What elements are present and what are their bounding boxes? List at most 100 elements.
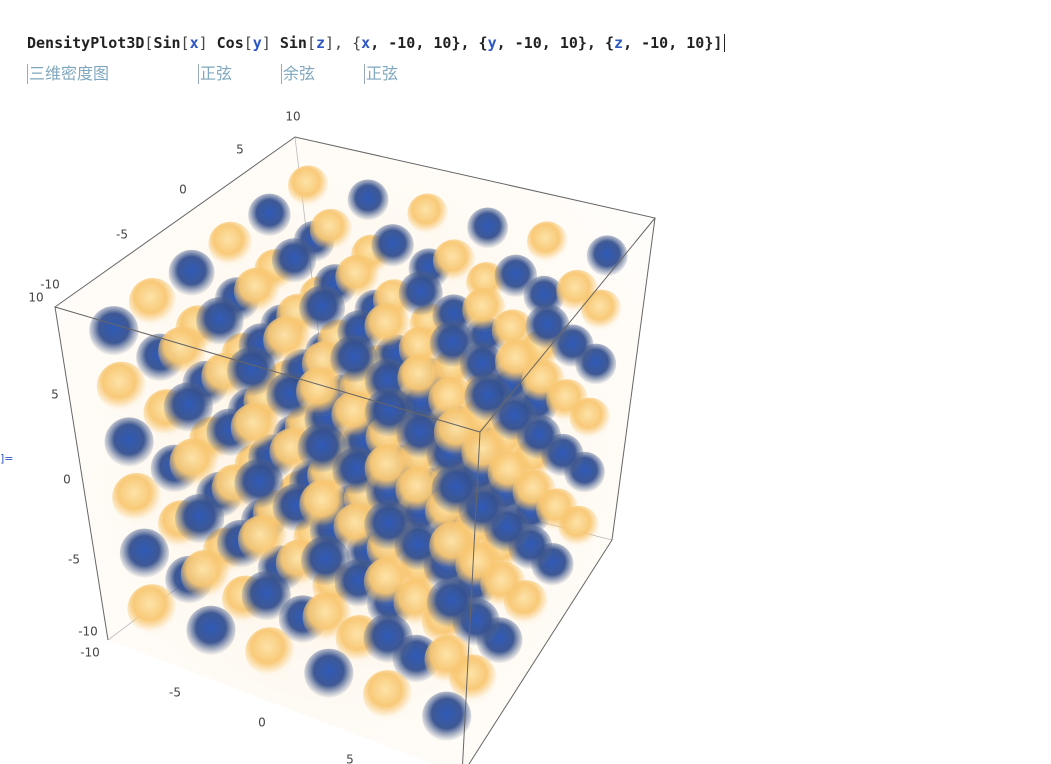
density-blob (263, 316, 311, 364)
density-blob (364, 444, 414, 494)
density-blob (96, 361, 147, 411)
density-blob (363, 613, 413, 663)
density-blob (238, 515, 288, 565)
density-blob (363, 670, 413, 720)
code-token: x (361, 34, 371, 52)
tick-label: -5 (169, 686, 181, 700)
density-blob (494, 254, 538, 298)
density-blob (297, 423, 347, 473)
density-blob (429, 321, 476, 367)
density-blob (186, 605, 236, 655)
code-token: ] (261, 34, 280, 52)
density-blob (398, 271, 443, 316)
density-blob (397, 354, 445, 402)
code-token: y (487, 34, 497, 52)
density-blob (248, 193, 291, 237)
tick-label: -5 (116, 228, 128, 242)
density-blob (299, 479, 349, 529)
tick-label: 5 (51, 388, 59, 402)
code-token: ], { (325, 34, 362, 52)
density-blob (525, 304, 570, 349)
density-blob (363, 557, 414, 607)
density-blob (127, 584, 177, 634)
output-label: ]= (0, 452, 14, 465)
density-blob (462, 287, 507, 333)
density-blob (304, 648, 354, 698)
density-blob (556, 269, 599, 313)
density-blob (175, 494, 225, 544)
density-blob (464, 373, 512, 421)
density-blob (112, 473, 162, 523)
density-blob (371, 224, 414, 267)
density-blob (234, 458, 284, 509)
tick-label: -10 (40, 278, 60, 292)
code-annotation: 余弦 (281, 64, 316, 84)
density-blob (227, 346, 277, 397)
code-token: , -10, 10}, { (496, 34, 615, 52)
input-cell[interactable]: DensityPlot3D[Sin[x] Cos[y] Sin[z], {x, … (27, 34, 726, 52)
density-blob (89, 306, 139, 356)
density-blob (245, 627, 295, 677)
density-blob (296, 367, 346, 417)
density-blob (180, 549, 230, 600)
density-blob (233, 267, 280, 314)
code-annotation: 正弦 (198, 64, 233, 84)
density-blob (586, 235, 628, 277)
density-blob (158, 326, 208, 376)
code-token: ] (198, 34, 217, 52)
tick-label: 5 (236, 143, 244, 157)
density-blob (300, 536, 351, 586)
density-blobs (89, 165, 628, 741)
code-token: z (316, 34, 326, 52)
density-blob (364, 500, 414, 550)
tick-label: -10 (80, 646, 100, 660)
tick-label: 10 (285, 110, 300, 124)
density-blob (119, 528, 169, 578)
tick-label: 0 (179, 183, 187, 197)
code-token: [ (144, 34, 154, 52)
caret (724, 34, 726, 52)
code-annotation: 正弦 (364, 64, 399, 84)
density-blob (230, 402, 280, 453)
density-blob (287, 165, 329, 207)
density-blob (432, 239, 476, 282)
density-blob (526, 221, 568, 263)
density-blob (169, 438, 219, 488)
density-blob (196, 297, 244, 345)
code-token: DensityPlot3D (27, 34, 145, 52)
tick-label: -10 (78, 625, 98, 639)
density-blob (104, 417, 154, 467)
code-token: Sin (153, 34, 181, 52)
code-annotation: 三维密度图 (27, 64, 110, 84)
density-blob (433, 407, 484, 458)
density-blob (407, 193, 449, 235)
code-token: [ (243, 34, 253, 52)
density-blob (330, 335, 378, 383)
density-blob (347, 179, 389, 221)
density-blob (426, 578, 476, 628)
code-token: Cos (216, 34, 244, 52)
box-edges (54, 136, 656, 764)
code-token: y (252, 34, 262, 52)
density-blob (241, 571, 291, 621)
tick-label: 0 (258, 716, 266, 730)
density-blob (128, 278, 177, 326)
density-blob (309, 208, 353, 252)
density-blob (335, 254, 380, 299)
density-blob (467, 207, 509, 249)
density-blob (208, 221, 253, 266)
density-blob (429, 521, 479, 571)
code-token: [ (306, 34, 316, 52)
code-token: Sin (279, 34, 307, 52)
code-token: z (614, 34, 624, 52)
tick-label: -5 (68, 553, 80, 567)
density-blob (364, 303, 411, 350)
tick-label: 0 (63, 473, 71, 487)
code-token: , -10, 10}, { (370, 34, 488, 52)
density-blob (271, 238, 317, 283)
density-blob (422, 691, 472, 741)
density-blob (364, 387, 415, 437)
